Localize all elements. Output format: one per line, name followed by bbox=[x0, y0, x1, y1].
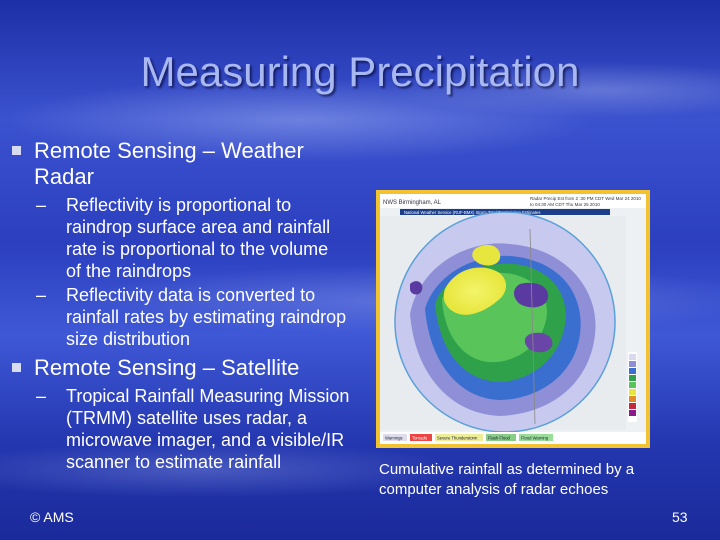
slide-title: Measuring Precipitation bbox=[140, 48, 580, 95]
radar-footer-item: Flash Flood bbox=[488, 436, 511, 441]
radar-image-frame: NWS Birmingham, AL Radar Precip Est from… bbox=[376, 190, 650, 448]
bullet-satellite: Remote Sensing – Satellite bbox=[12, 355, 354, 381]
radar-header-right-2: to 04:30 AM CDT Thu Mar 25 2010 bbox=[530, 202, 600, 207]
radar-footer-item: Severe Thunderstorm bbox=[437, 436, 478, 441]
sub-bullet-trmm: – Tropical Rainfall Measuring Mission (T… bbox=[36, 385, 352, 473]
sub-bullet-reflectivity-conversion: – Reflectivity data is converted to rain… bbox=[36, 284, 348, 350]
sub-bullet-reflectivity-area: – Reflectivity is proportional to raindr… bbox=[36, 194, 348, 282]
radar-header-right-1: Radar Precip Est from 2 :30 PM CDT Wed M… bbox=[530, 196, 641, 201]
dash-bullet-icon: – bbox=[36, 195, 47, 215]
bullet-text: Remote Sensing – Satellite bbox=[34, 355, 300, 380]
square-bullet-icon bbox=[12, 146, 21, 155]
radar-rainfall-image: NWS Birmingham, AL Radar Precip Est from… bbox=[380, 194, 646, 444]
radar-legend bbox=[628, 352, 637, 422]
page-number: 53 bbox=[672, 509, 688, 525]
square-bullet-icon bbox=[12, 363, 21, 372]
bullet-text: Remote Sensing – Weather Radar bbox=[34, 138, 304, 189]
sub-bullet-text: Reflectivity is proportional to raindrop… bbox=[66, 195, 331, 281]
radar-banner: National Weather Service (RUF-BMX) Storm… bbox=[404, 210, 540, 215]
radar-footer-item: Tornado bbox=[412, 436, 428, 441]
sub-bullet-text: Reflectivity data is converted to rainfa… bbox=[66, 285, 347, 349]
dash-bullet-icon: – bbox=[36, 386, 47, 406]
sub-bullet-text: Tropical Rainfall Measuring Mission (TRM… bbox=[66, 386, 350, 472]
image-caption: Cumulative rainfall as determined by a c… bbox=[379, 461, 635, 498]
radar-footer-item: Flood Warning bbox=[521, 436, 549, 441]
copyright-text: © AMS bbox=[30, 509, 74, 525]
bullet-weather-radar: Remote Sensing – Weather Radar bbox=[12, 138, 354, 190]
radar-header-left: NWS Birmingham, AL bbox=[383, 200, 442, 206]
dash-bullet-icon: – bbox=[36, 285, 47, 305]
radar-footer-item: Warnings bbox=[385, 436, 403, 441]
